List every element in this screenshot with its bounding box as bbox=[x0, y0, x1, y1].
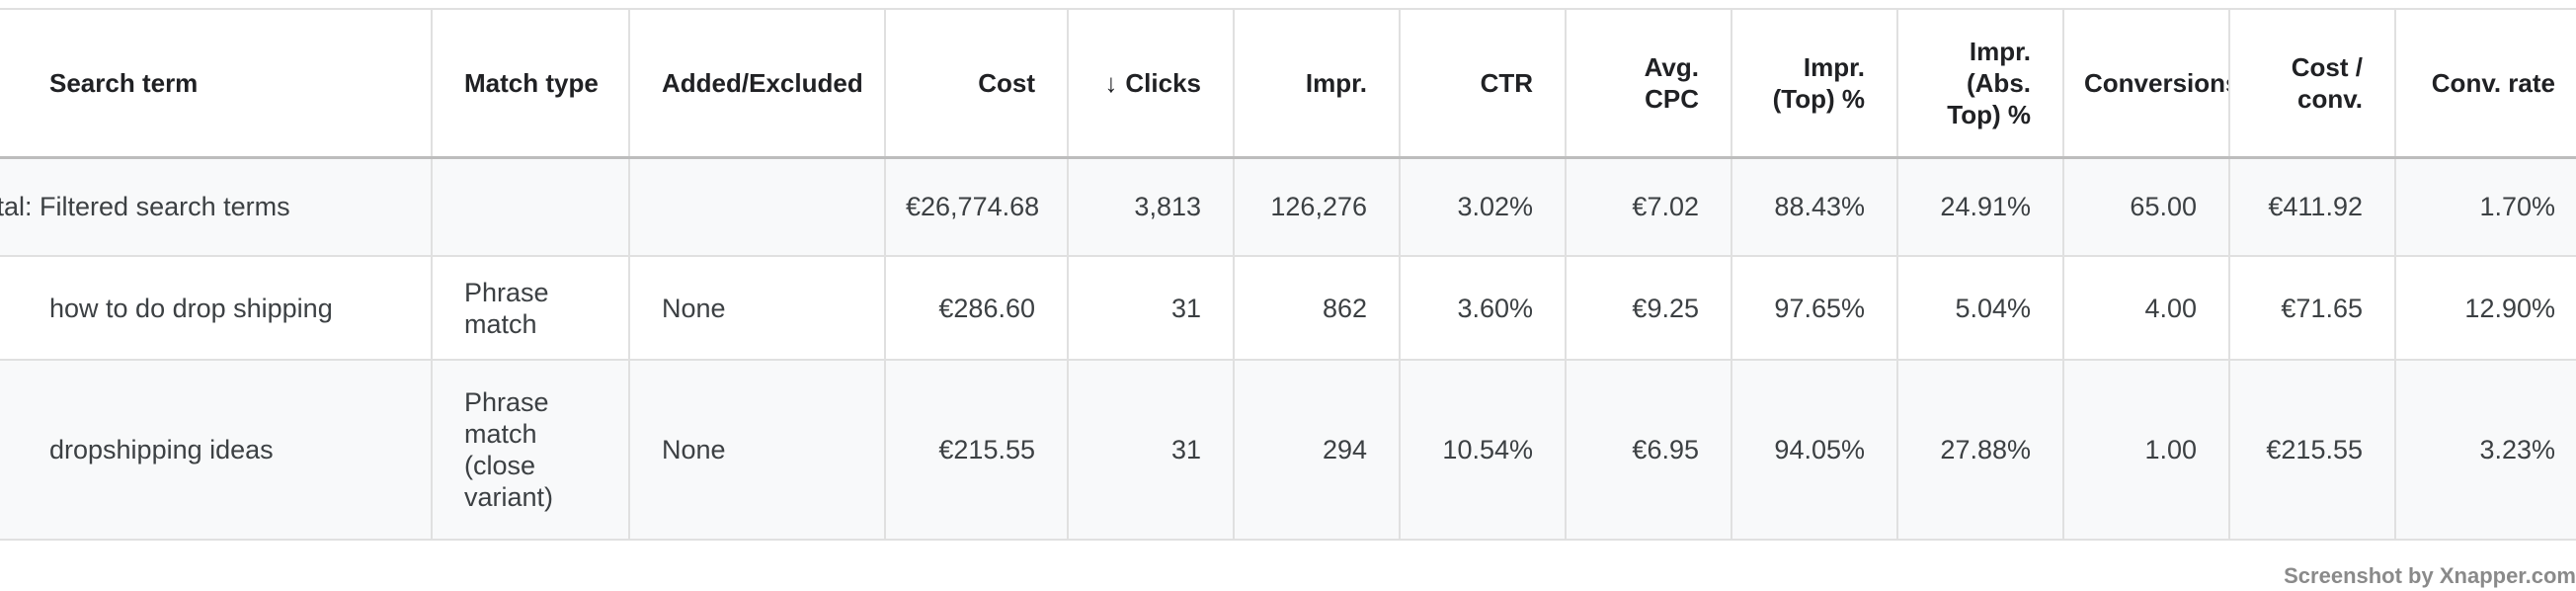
header-text: Search term bbox=[49, 67, 199, 98]
header-text: Match type bbox=[464, 67, 599, 98]
cell: €6.95 bbox=[1566, 360, 1732, 541]
sort-arrow: ↓ bbox=[1104, 67, 1118, 98]
cell: None bbox=[629, 256, 886, 361]
cell: €215.55 bbox=[2229, 360, 2396, 541]
cell: €71.65 bbox=[2229, 256, 2396, 361]
header-text: Conversions bbox=[2084, 67, 2229, 98]
cell: 94.05% bbox=[1731, 360, 1898, 541]
cell: 3.23% bbox=[2395, 360, 2576, 541]
cell: 294 bbox=[1234, 360, 1401, 541]
cell: €26,774.68 bbox=[885, 157, 1069, 257]
cell: 5.04% bbox=[1897, 256, 2064, 361]
header-text: CTR bbox=[1480, 67, 1533, 98]
cell: €9.25 bbox=[1566, 256, 1732, 361]
cell: 3.60% bbox=[1400, 256, 1567, 361]
watermark: Screenshot by Xnapper.com bbox=[2284, 563, 2576, 588]
cell: Phrase match bbox=[432, 256, 630, 361]
cell: 65.00 bbox=[2063, 157, 2230, 257]
data-row: how to do drop shipping Phrase match None €… bbox=[0, 256, 2576, 361]
column-header[interactable]: Conversions bbox=[2063, 8, 2230, 159]
cell: how to do drop shipping bbox=[0, 256, 433, 361]
cell: 3,813 bbox=[1068, 157, 1235, 257]
column-header[interactable]: Impr. (Top) % bbox=[1731, 8, 1898, 159]
header-text: Cost / conv. bbox=[2291, 51, 2363, 114]
header-text: Impr. (Top) % bbox=[1772, 51, 1865, 114]
cell: 4.00 bbox=[2063, 256, 2230, 361]
cell: None bbox=[629, 360, 886, 541]
column-header[interactable]: Avg. CPC bbox=[1566, 8, 1732, 159]
cell: €7.02 bbox=[1566, 157, 1732, 257]
header-row: Search term Match type Added/Excluded Cost ↓… bbox=[0, 8, 2576, 159]
header-text: Impr. (Abs. Top) % bbox=[1947, 36, 2031, 129]
column-header[interactable]: Match type bbox=[432, 8, 630, 159]
cell: 27.88% bbox=[1897, 360, 2064, 541]
total-row: Total: Filtered search terms €26,774.68 3,… bbox=[0, 157, 2576, 257]
cell: Total: Filtered search terms bbox=[0, 157, 433, 257]
cell: 88.43% bbox=[1731, 157, 1898, 257]
cell: 862 bbox=[1234, 256, 1401, 361]
column-header[interactable]: Impr. bbox=[1234, 8, 1401, 159]
column-header[interactable]: Cost / conv. bbox=[2229, 8, 2396, 159]
column-header[interactable]: ↓ Clicks bbox=[1068, 8, 1235, 159]
cell: 31 bbox=[1068, 256, 1235, 361]
column-header[interactable]: Impr. (Abs. Top) % bbox=[1897, 8, 2064, 159]
cell: 1.00 bbox=[2063, 360, 2230, 541]
cell: 12.90% bbox=[2395, 256, 2576, 361]
header-text: Added/Excluded bbox=[662, 67, 863, 98]
table-body: Total: Filtered search terms €26,774.68 3,… bbox=[0, 157, 2576, 541]
cell bbox=[432, 157, 630, 257]
cell: 97.65% bbox=[1731, 256, 1898, 361]
search-terms-table: Search term Match type Added/Excluded Cost ↓… bbox=[0, 8, 2576, 541]
cell: 3.02% bbox=[1400, 157, 1567, 257]
column-header[interactable]: Search term bbox=[0, 8, 433, 159]
cell: 10.54% bbox=[1400, 360, 1567, 541]
header-text: Cost bbox=[978, 67, 1035, 98]
cell: dropshipping ideas bbox=[0, 360, 433, 541]
cell: 31 bbox=[1068, 360, 1235, 541]
column-header[interactable]: Added/Excluded bbox=[629, 8, 886, 159]
data-row: dropshipping ideas Phrase match (close va… bbox=[0, 360, 2576, 541]
header-text: Avg. CPC bbox=[1644, 51, 1699, 114]
header-text: Clicks bbox=[1125, 67, 1201, 98]
cell: €286.60 bbox=[885, 256, 1069, 361]
column-header[interactable]: Conv. rate bbox=[2395, 8, 2576, 159]
column-header[interactable]: Cost bbox=[885, 8, 1069, 159]
cell: 1.70% bbox=[2395, 157, 2576, 257]
cell: €411.92 bbox=[2229, 157, 2396, 257]
cell: Phrase match (close variant) bbox=[432, 360, 630, 541]
cell: 126,276 bbox=[1234, 157, 1401, 257]
column-header[interactable]: CTR bbox=[1400, 8, 1567, 159]
cell: €215.55 bbox=[885, 360, 1069, 541]
cell bbox=[629, 157, 886, 257]
header-text: Conv. rate bbox=[2431, 67, 2555, 98]
table-container: Search term Match type Added/Excluded Cost ↓… bbox=[0, 8, 2576, 541]
cell: 24.91% bbox=[1897, 157, 2064, 257]
header-text: Impr. bbox=[1305, 67, 1367, 98]
